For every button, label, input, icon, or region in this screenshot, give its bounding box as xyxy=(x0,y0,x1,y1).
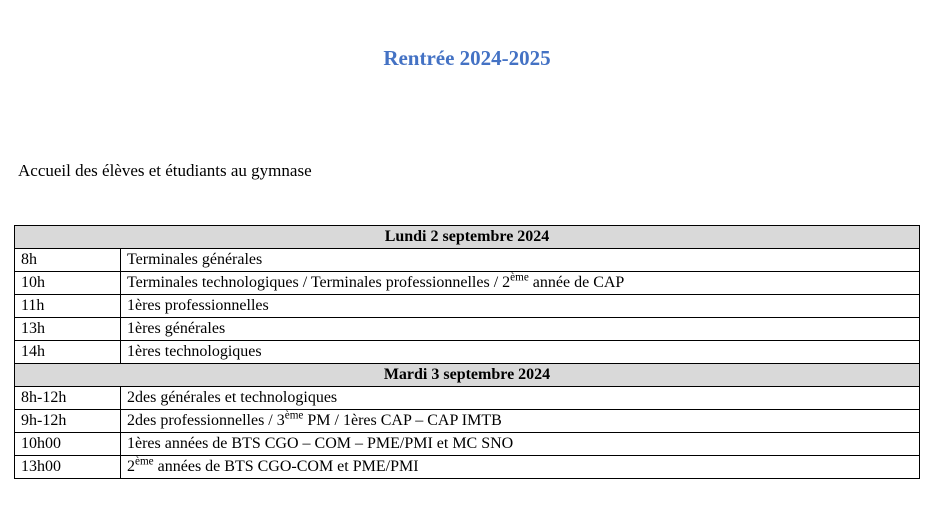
day-header: Mardi 3 septembre 2024 xyxy=(15,364,920,387)
description-cell: 1ères années de BTS CGO – COM – PME/PMI … xyxy=(121,433,920,456)
table-row: 10h001ères années de BTS CGO – COM – PME… xyxy=(15,433,920,456)
table-row: 13h002ème années de BTS CGO-COM et PME/P… xyxy=(15,456,920,479)
time-cell: 11h xyxy=(15,295,121,318)
document-page: Rentrée 2024-2025 Accueil des élèves et … xyxy=(0,0,934,525)
time-cell: 13h00 xyxy=(15,456,121,479)
time-cell: 8h xyxy=(15,249,121,272)
page-subtitle: Accueil des élèves et étudiants au gymna… xyxy=(18,161,920,181)
schedule-table: Lundi 2 septembre 20248hTerminales génér… xyxy=(14,225,920,479)
description-cell: 1ères générales xyxy=(121,318,920,341)
time-cell: 10h xyxy=(15,272,121,295)
table-row: 13h1ères générales xyxy=(15,318,920,341)
description-cell: Terminales technologiques / Terminales p… xyxy=(121,272,920,295)
table-row: 11h1ères professionnelles xyxy=(15,295,920,318)
time-cell: 9h-12h xyxy=(15,410,121,433)
day-header: Lundi 2 septembre 2024 xyxy=(15,226,920,249)
time-cell: 13h xyxy=(15,318,121,341)
page-title: Rentrée 2024-2025 xyxy=(14,46,920,71)
description-cell: 2des générales et technologiques xyxy=(121,387,920,410)
description-cell: 2des professionnelles / 3ème PM / 1ères … xyxy=(121,410,920,433)
description-cell: 2ème années de BTS CGO-COM et PME/PMI xyxy=(121,456,920,479)
table-row: 8hTerminales générales xyxy=(15,249,920,272)
table-row: 9h-12h2des professionnelles / 3ème PM / … xyxy=(15,410,920,433)
table-row: 10hTerminales technologiques / Terminale… xyxy=(15,272,920,295)
time-cell: 14h xyxy=(15,341,121,364)
description-cell: 1ères technologiques xyxy=(121,341,920,364)
time-cell: 10h00 xyxy=(15,433,121,456)
time-cell: 8h-12h xyxy=(15,387,121,410)
schedule-tbody: Lundi 2 septembre 20248hTerminales génér… xyxy=(15,226,920,479)
description-cell: Terminales générales xyxy=(121,249,920,272)
table-row: 14h1ères technologiques xyxy=(15,341,920,364)
description-cell: 1ères professionnelles xyxy=(121,295,920,318)
table-row: 8h-12h2des générales et technologiques xyxy=(15,387,920,410)
